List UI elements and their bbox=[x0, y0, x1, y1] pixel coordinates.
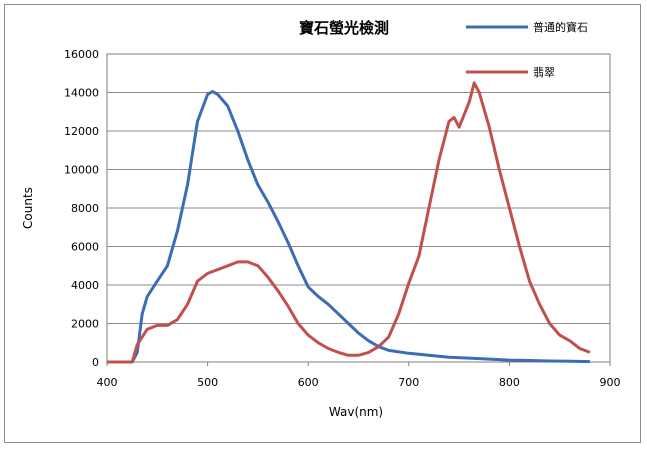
plot-area bbox=[106, 53, 611, 363]
series-line-2 bbox=[107, 81, 591, 364]
y-tick-label: 6000 bbox=[71, 241, 99, 254]
x-tick-label: 800 bbox=[499, 376, 520, 389]
chart-frame bbox=[4, 4, 641, 443]
y-tick-label: 10000 bbox=[64, 164, 99, 177]
x-tick-label: 700 bbox=[398, 376, 419, 389]
y-tick-labels: 0 2000 4000 6000 8000 10000 12000 14000 16000 bbox=[64, 48, 99, 369]
legend-label-series-2: 翡翠 bbox=[533, 66, 555, 79]
x-tick-labels: 400 500 600 700 800 900 bbox=[97, 362, 621, 389]
y-tick-label: 2000 bbox=[71, 318, 99, 331]
y-tick-label: 4000 bbox=[71, 279, 99, 292]
x-tick-label: 500 bbox=[197, 376, 218, 389]
legend-label-series-1: 普通的寶石 bbox=[533, 20, 588, 34]
y-tick-label: 0 bbox=[92, 356, 99, 369]
y-axis-title: Counts bbox=[21, 187, 35, 229]
x-tick-label: 900 bbox=[600, 376, 621, 389]
y-tick-label: 16000 bbox=[64, 48, 99, 61]
x-tick-label: 600 bbox=[298, 376, 319, 389]
chart-title: 寶石螢光檢測 bbox=[299, 19, 389, 37]
series-lines bbox=[107, 81, 591, 364]
y-tick-label: 14000 bbox=[64, 87, 99, 100]
x-axis-title: Wav(nm) bbox=[329, 405, 383, 419]
x-tick-label: 400 bbox=[97, 376, 118, 389]
legend: 普通的寶石 翡翠 bbox=[466, 20, 588, 79]
y-tick-label: 12000 bbox=[64, 125, 99, 138]
y-tick-label: 8000 bbox=[71, 202, 99, 215]
series-line-1 bbox=[107, 90, 590, 364]
